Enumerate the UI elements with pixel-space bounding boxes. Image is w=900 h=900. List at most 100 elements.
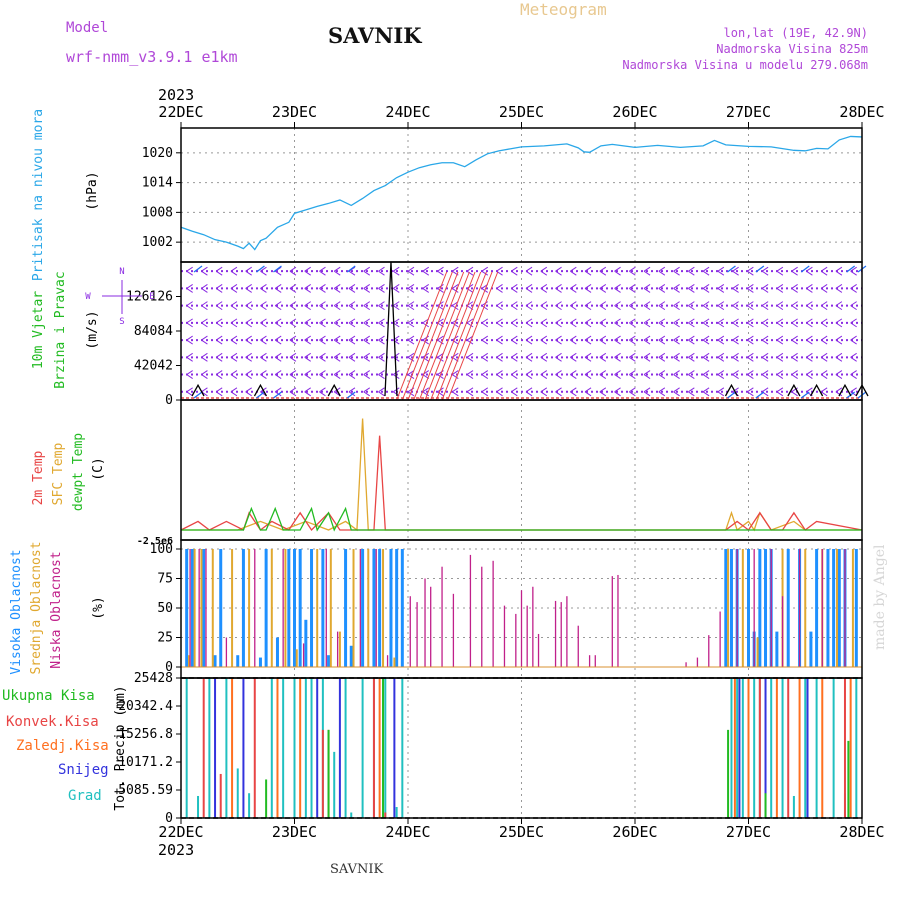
station-title: SAVNIK xyxy=(328,23,422,48)
wind-barb xyxy=(599,266,607,276)
wind-barb xyxy=(570,318,577,328)
wind-barb xyxy=(511,318,518,328)
wind-title: 10m Vjetar xyxy=(31,291,46,369)
wind-barb xyxy=(466,352,474,362)
wind-arrow xyxy=(273,391,282,399)
wind-barb xyxy=(201,301,208,311)
wind-barb xyxy=(333,283,341,293)
wind-barb xyxy=(702,266,710,276)
year-label-bottom: 2023 xyxy=(158,841,194,859)
wind-barb xyxy=(791,301,798,311)
wind-barb xyxy=(525,266,533,276)
wind-barb xyxy=(496,352,503,362)
wind-barb xyxy=(333,370,341,379)
wind-barb xyxy=(348,370,356,379)
wind-barb xyxy=(496,283,503,293)
wind-barb xyxy=(363,335,371,345)
wind-barb xyxy=(201,266,208,276)
pressure-tick-label: 1020 xyxy=(142,146,173,161)
wind-barb xyxy=(407,352,415,362)
wind-barb xyxy=(245,318,252,328)
wind-barb xyxy=(820,387,828,397)
wind-barb xyxy=(835,283,843,293)
wind-arrow xyxy=(755,391,765,399)
wind-barb xyxy=(215,318,223,328)
wind-barb xyxy=(850,283,857,293)
time-tick-top: 27DEC xyxy=(726,103,771,121)
wind-barb xyxy=(629,283,636,293)
wind-tick-label: 42042 xyxy=(134,359,173,374)
wind-barb xyxy=(584,370,592,379)
compass-north: N xyxy=(119,267,124,277)
wind-barb xyxy=(274,301,282,311)
wind-barb xyxy=(702,335,710,345)
wind-direction-stroke xyxy=(441,271,493,401)
wind-barb xyxy=(378,266,385,276)
wind-barb xyxy=(230,387,238,397)
wind-barb xyxy=(466,370,474,379)
wind-barb xyxy=(186,266,193,276)
wind-barb xyxy=(511,335,518,345)
wind-barb xyxy=(850,370,857,379)
wind-barb xyxy=(673,387,680,397)
wind-barb xyxy=(392,266,400,276)
time-tick-top: 24DEC xyxy=(385,103,430,121)
wind-barb xyxy=(732,370,739,379)
wind-barb xyxy=(407,283,415,293)
wind-barb xyxy=(230,283,238,293)
wind-barb xyxy=(702,301,710,311)
wind-barb xyxy=(245,335,252,345)
wind-barb xyxy=(555,387,562,397)
precip-legend-item: Snijeg xyxy=(58,762,109,778)
wind-barb xyxy=(688,266,695,276)
pressure-line xyxy=(180,135,863,251)
wind-barb xyxy=(540,266,548,276)
wind-barb xyxy=(614,370,621,379)
precip-tick-label: 25428 xyxy=(134,671,173,686)
wind-barb xyxy=(511,352,518,362)
wind-direction-stroke xyxy=(447,271,499,401)
wind-barb xyxy=(717,301,725,311)
wind-barb xyxy=(850,387,857,397)
wind-barb xyxy=(304,301,311,311)
wind-barb xyxy=(688,301,695,311)
wind-barb xyxy=(835,301,843,311)
wind-barb xyxy=(820,266,828,276)
wind-barb xyxy=(511,370,518,379)
wind-barb xyxy=(260,283,267,293)
wind-barb xyxy=(378,301,385,311)
wind-barb xyxy=(850,335,857,345)
wind-barb xyxy=(525,370,533,379)
wind-barb xyxy=(835,318,843,328)
wind-speed-spike xyxy=(253,383,268,397)
wind-barb xyxy=(673,318,680,328)
temperature-unit: (C) xyxy=(91,457,106,480)
wind-barb xyxy=(732,283,739,293)
wind-barb xyxy=(776,370,784,379)
wind-barb xyxy=(392,301,400,311)
wind-barb xyxy=(702,387,710,397)
wind-barb xyxy=(820,283,828,293)
wind-barb xyxy=(230,301,238,311)
wind-arrow xyxy=(256,265,265,273)
wind-barb xyxy=(658,335,666,345)
wind-barb xyxy=(820,318,828,328)
wind-barb xyxy=(643,352,651,362)
wind-barb xyxy=(540,370,548,379)
wind-barb xyxy=(555,335,562,345)
pressure-tick-label: 1008 xyxy=(142,205,173,220)
wind-unit: (m/s) xyxy=(85,310,100,349)
wind-barb xyxy=(791,283,798,293)
wind-barb xyxy=(378,387,385,397)
watermark: made by Angel xyxy=(872,544,888,651)
wind-barb xyxy=(201,370,208,379)
wind-barb xyxy=(717,352,725,362)
wind-barb xyxy=(747,335,754,345)
wind-barb xyxy=(525,283,533,293)
wind-barb xyxy=(614,387,621,397)
cloud-mid-label: Srednja Oblacnost xyxy=(29,541,44,674)
compass-cross xyxy=(102,280,142,314)
wind-barb xyxy=(451,318,459,328)
wind-barb xyxy=(791,387,798,397)
